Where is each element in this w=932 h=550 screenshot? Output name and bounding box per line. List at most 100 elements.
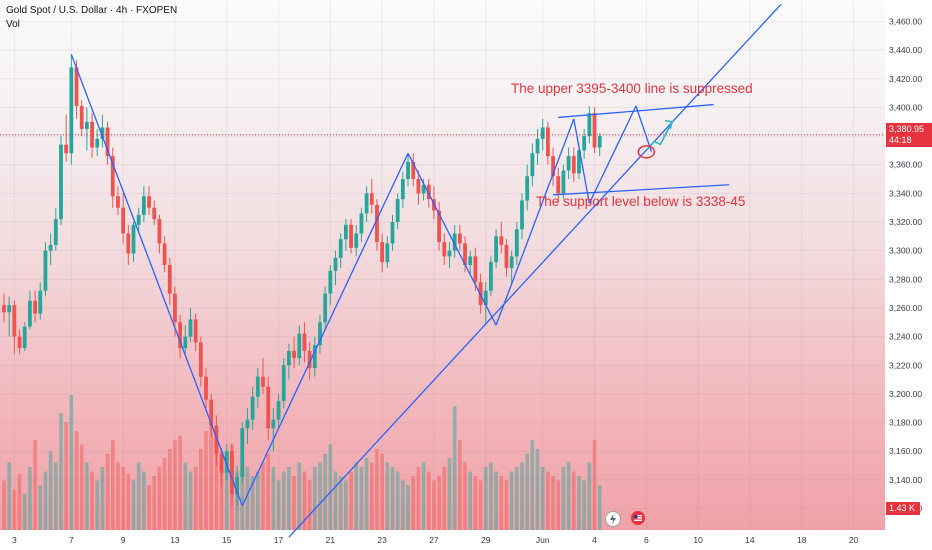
candle-body <box>110 156 115 197</box>
candle-body <box>509 256 514 268</box>
volume-bar <box>302 471 307 530</box>
candle-body <box>442 242 447 257</box>
volume-bar <box>478 480 483 530</box>
candle-body <box>287 350 291 366</box>
volume-bar <box>79 444 84 530</box>
chart-legend[interactable]: Gold Spot / U.S. Dollar · 4h · FXOPEN Vo… <box>6 4 177 32</box>
volume-bar <box>323 453 327 530</box>
trendline <box>588 105 637 204</box>
volume-bar <box>287 467 291 530</box>
trendline <box>573 118 590 204</box>
candle-body <box>587 113 592 137</box>
candle-body <box>28 300 32 327</box>
candle-body <box>141 196 146 215</box>
trendline <box>241 152 409 506</box>
volume-bar <box>131 480 136 530</box>
volume-bar <box>307 480 312 530</box>
volume-bar <box>90 471 94 530</box>
volume-bar <box>28 467 32 530</box>
candle-body <box>214 425 219 455</box>
candle-body <box>385 243 390 263</box>
candle-body <box>597 136 602 148</box>
volume-bar <box>204 431 208 530</box>
volume-bar <box>577 476 581 530</box>
candle-body <box>328 270 333 294</box>
volume-bar <box>437 476 441 530</box>
volume-bar <box>416 467 421 530</box>
volume-bar <box>59 413 63 530</box>
x-tick-label: 6 <box>644 535 649 545</box>
volume-bar <box>546 471 550 530</box>
volume-bar <box>105 453 110 530</box>
candle-body <box>209 399 214 426</box>
candle-body <box>297 333 302 359</box>
volume-bar <box>380 453 384 530</box>
candle-body <box>250 396 255 420</box>
volume-bar <box>162 458 167 530</box>
candle-body <box>395 199 400 223</box>
candle-body <box>566 156 571 171</box>
candle-body <box>483 290 488 306</box>
candle-body <box>271 419 276 429</box>
volume-bar <box>530 440 535 530</box>
volume-bar <box>587 462 592 530</box>
candle-body <box>22 326 27 349</box>
volume-bar <box>199 449 203 530</box>
flag-icon[interactable] <box>631 511 645 525</box>
candle-body <box>43 250 48 291</box>
volume-bar <box>556 480 561 530</box>
candle-body <box>437 210 442 243</box>
candle-body <box>100 127 105 139</box>
candle-body <box>48 244 53 251</box>
lightning-icon[interactable] <box>605 511 621 527</box>
volume-bar <box>338 476 343 530</box>
x-tick-label: 3 <box>12 535 17 545</box>
volume-bar <box>328 444 333 530</box>
candle-body <box>95 138 100 148</box>
candle-body <box>105 127 110 157</box>
x-tick-label: 4 <box>592 535 597 545</box>
candle-body <box>90 121 94 148</box>
candle-body <box>230 451 234 495</box>
time-axis[interactable] <box>0 530 885 550</box>
volume-bar <box>43 471 48 530</box>
candle-body <box>400 179 405 200</box>
volume-bar <box>224 462 229 530</box>
volume-bar <box>183 462 188 530</box>
volume-bar <box>209 417 213 530</box>
highlight-circle <box>637 145 656 159</box>
candle-body <box>261 376 265 387</box>
candle-body <box>494 236 498 263</box>
candle-body <box>152 207 157 220</box>
volume-bar <box>447 458 452 530</box>
price-axis[interactable] <box>885 0 932 550</box>
resistance-annotation: The upper 3395-3400 line is suppressed <box>511 81 753 96</box>
volume-bar <box>33 440 37 530</box>
volume-bar <box>395 471 400 530</box>
y-axis-ticks: 3,120.003,140.003,160.003,180.003,200.00… <box>889 16 922 513</box>
candle-body <box>551 156 555 177</box>
volume-bar <box>147 485 151 530</box>
candle-body <box>59 144 63 220</box>
candle-body <box>452 233 457 251</box>
candle-body <box>281 365 286 402</box>
volume-label[interactable]: Vol <box>6 19 20 30</box>
candle-body <box>173 293 177 323</box>
volume-bar <box>333 471 338 530</box>
volume-bar <box>95 480 100 530</box>
candle-body <box>240 428 245 477</box>
volume-bar <box>566 462 571 530</box>
y-tick-label: 3,260.00 <box>889 303 922 313</box>
candle-body <box>312 345 317 369</box>
volume-bar <box>504 480 509 530</box>
symbol-title[interactable]: Gold Spot / U.S. Dollar · 4h · FXOPEN <box>6 5 178 16</box>
candle-body <box>406 161 410 180</box>
volume-bar <box>266 453 270 530</box>
candle-body <box>64 144 69 154</box>
volume-bar <box>245 467 250 530</box>
candle-body <box>556 176 561 194</box>
candle-body <box>162 243 167 265</box>
volume-bar <box>364 458 369 530</box>
volume-bar <box>406 485 410 530</box>
